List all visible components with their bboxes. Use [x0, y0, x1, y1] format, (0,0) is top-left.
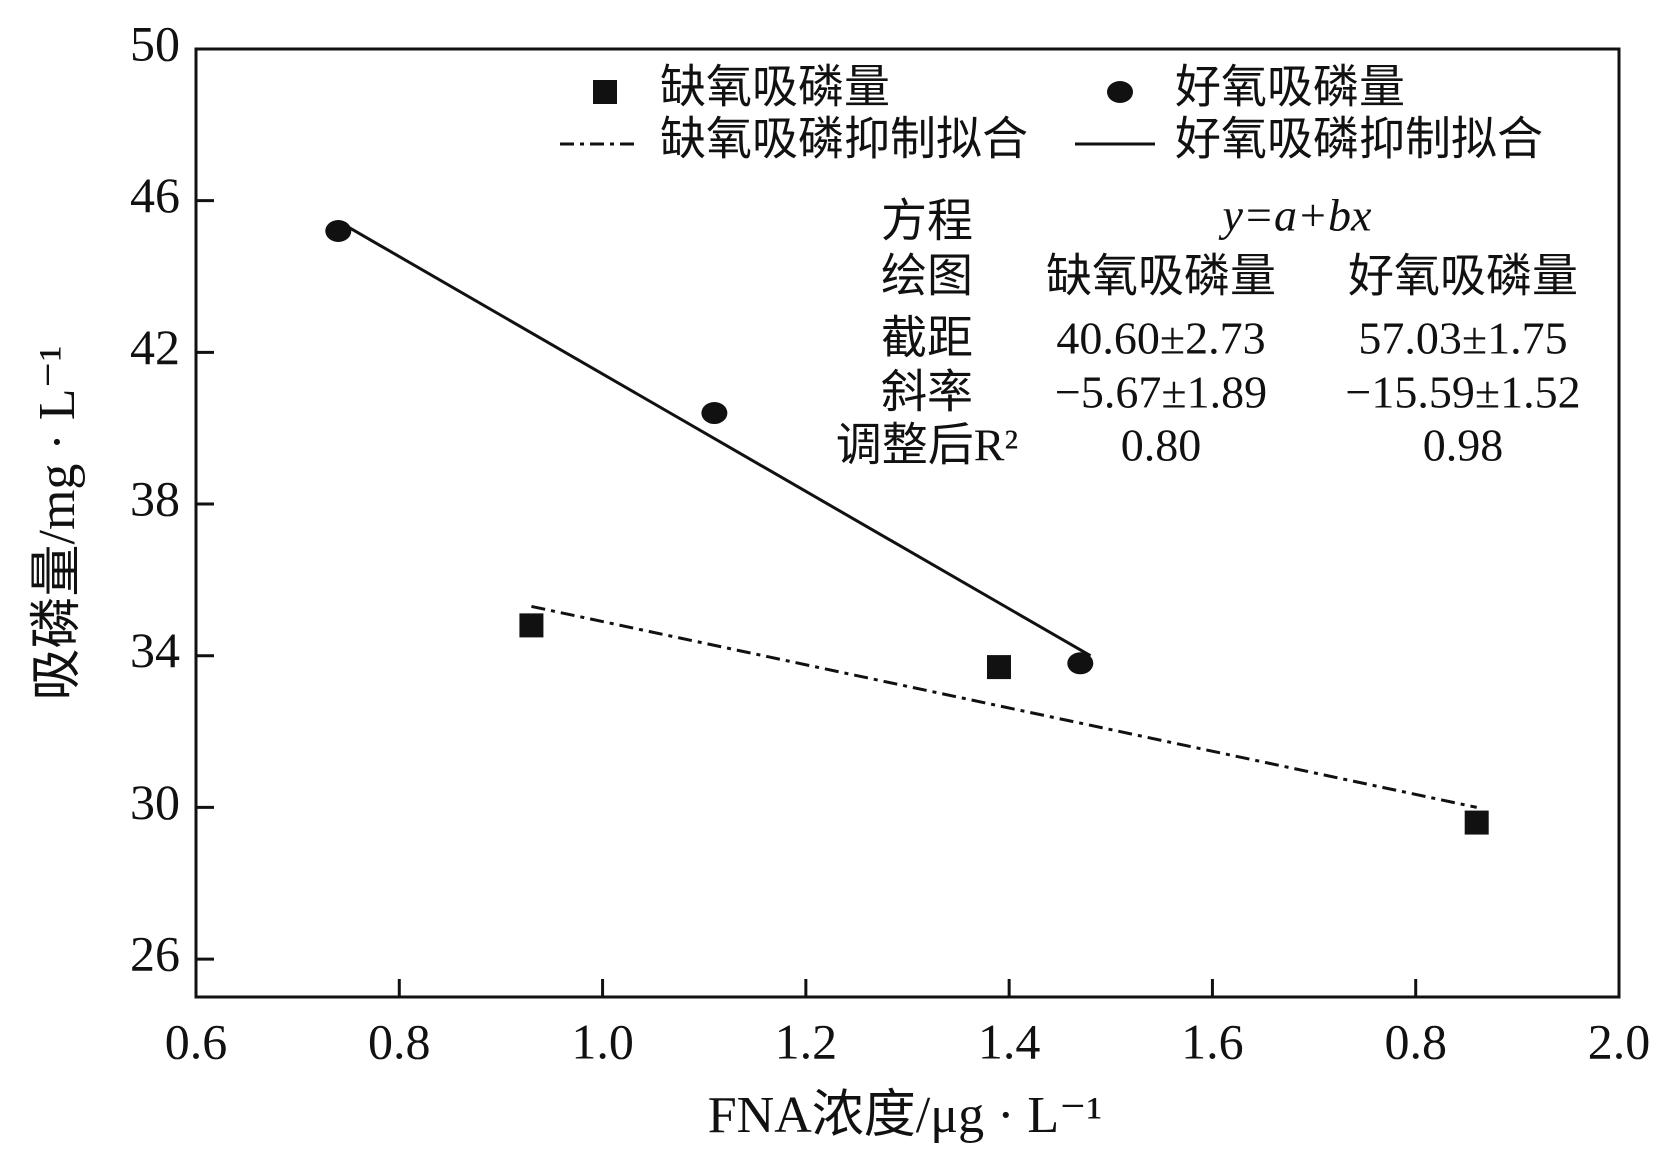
legend-marker	[1107, 81, 1133, 103]
data-point	[701, 402, 728, 425]
y-tick-label: 34	[130, 622, 180, 678]
table-cell: 截距	[881, 313, 973, 364]
x-tick-label: 2.0	[1588, 1013, 1651, 1069]
plot-frame	[194, 47, 1621, 999]
table-cell: −15.59±1.52	[1345, 367, 1580, 418]
y-tick-label: 30	[130, 774, 180, 830]
x-tick-label: 0.8	[1384, 1013, 1447, 1069]
x-tick-label: 1.0	[571, 1013, 634, 1069]
y-tick-label: 50	[130, 15, 180, 71]
table-cell: 绘图	[881, 251, 973, 302]
data-point	[325, 220, 352, 243]
equation: y=a+bx	[1219, 190, 1372, 241]
x-axis-label: FNA浓度/μg · L⁻¹	[708, 1087, 1102, 1144]
y-tick-label: 42	[130, 319, 180, 375]
data-point	[1464, 810, 1489, 835]
x-tick-label: 0.6	[165, 1013, 228, 1069]
fit-line	[531, 604, 1478, 809]
x-tick-label: 1.4	[978, 1013, 1041, 1069]
fit-line	[347, 225, 1092, 658]
table-cell: 57.03±1.75	[1358, 313, 1567, 364]
table-cell: −5.67±1.89	[1055, 367, 1267, 418]
table-cell: 0.98	[1423, 420, 1504, 471]
equation-label: 方程	[881, 196, 973, 247]
x-tick-label: 1.6	[1181, 1013, 1244, 1069]
table-cell: 0.80	[1121, 420, 1202, 471]
data-point	[986, 655, 1011, 680]
y-tick-label: 46	[130, 167, 180, 223]
legend-label: 好氧吸磷抑制拟合	[1175, 114, 1543, 165]
table-cell: 好氧吸磷量	[1348, 251, 1578, 302]
table-cell: 调整后R²	[836, 420, 1018, 471]
y-axis-label: 吸磷量/mg · L⁻¹	[29, 345, 86, 700]
x-tick-label: 1.2	[775, 1013, 838, 1069]
data-point	[519, 613, 544, 638]
data-point	[1067, 652, 1094, 675]
table-cell: 斜率	[881, 367, 973, 418]
legend-label: 缺氧吸磷量	[660, 62, 890, 113]
legend-label: 缺氧吸磷抑制拟合	[660, 114, 1028, 165]
legend-label: 好氧吸磷量	[1175, 62, 1405, 113]
table-cell: 缺氧吸磷量	[1046, 251, 1276, 302]
x-tick-label: 0.8	[368, 1013, 431, 1069]
y-tick-label: 38	[130, 471, 180, 527]
table-cell: 40.60±2.73	[1056, 313, 1265, 364]
y-tick-label: 26	[130, 926, 180, 982]
legend-marker	[593, 80, 617, 104]
